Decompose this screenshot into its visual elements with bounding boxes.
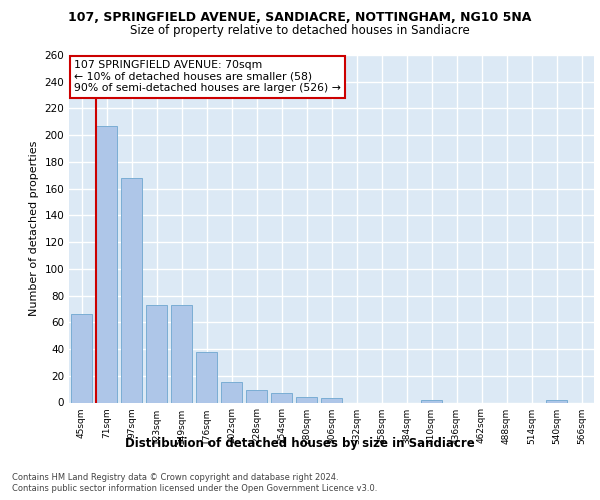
Bar <box>71 314 92 402</box>
Bar <box>221 382 242 402</box>
Bar <box>96 126 117 402</box>
Text: Contains public sector information licensed under the Open Government Licence v3: Contains public sector information licen… <box>12 484 377 493</box>
Bar <box>546 400 567 402</box>
Bar <box>196 352 217 403</box>
Y-axis label: Number of detached properties: Number of detached properties <box>29 141 39 316</box>
Bar <box>421 400 442 402</box>
Bar <box>171 305 192 402</box>
Text: 107, SPRINGFIELD AVENUE, SANDIACRE, NOTTINGHAM, NG10 5NA: 107, SPRINGFIELD AVENUE, SANDIACRE, NOTT… <box>68 11 532 24</box>
Bar <box>146 305 167 402</box>
Bar <box>121 178 142 402</box>
Bar <box>246 390 267 402</box>
Bar <box>296 397 317 402</box>
Text: Size of property relative to detached houses in Sandiacre: Size of property relative to detached ho… <box>130 24 470 37</box>
Text: Contains HM Land Registry data © Crown copyright and database right 2024.: Contains HM Land Registry data © Crown c… <box>12 472 338 482</box>
Bar <box>271 393 292 402</box>
Text: 107 SPRINGFIELD AVENUE: 70sqm
← 10% of detached houses are smaller (58)
90% of s: 107 SPRINGFIELD AVENUE: 70sqm ← 10% of d… <box>74 60 341 94</box>
Text: Distribution of detached houses by size in Sandiacre: Distribution of detached houses by size … <box>125 438 475 450</box>
Bar <box>321 398 342 402</box>
